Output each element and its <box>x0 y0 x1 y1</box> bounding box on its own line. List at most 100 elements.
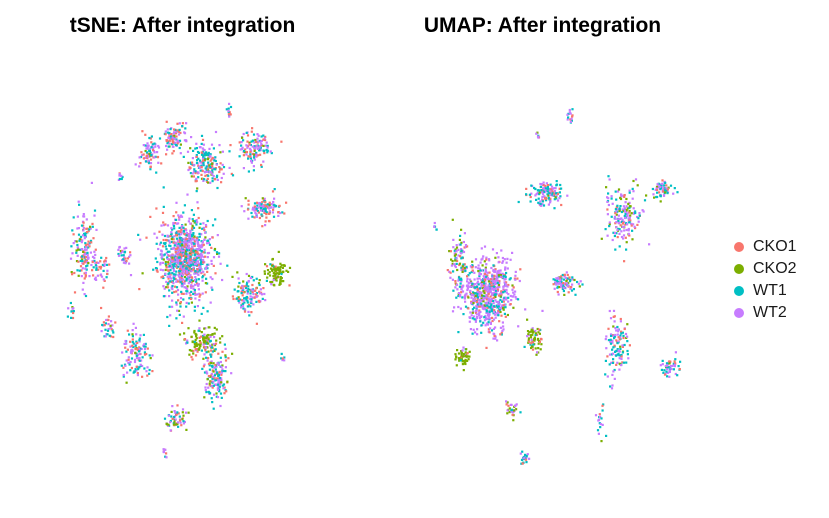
point-wt2 <box>464 244 468 247</box>
point-wt2 <box>485 293 488 297</box>
point-wt2 <box>616 333 619 336</box>
point-wt2 <box>570 117 573 120</box>
point-cko2 <box>481 287 484 290</box>
point-cko1 <box>191 161 194 164</box>
point-cko2 <box>450 258 453 261</box>
point-wt2 <box>191 246 194 249</box>
point-wt1 <box>524 453 527 456</box>
point-cko1 <box>100 306 103 310</box>
point-wt2 <box>454 265 457 269</box>
point-wt2 <box>283 359 286 362</box>
point-cko1 <box>266 206 269 209</box>
point-wt2 <box>187 256 190 259</box>
point-wt1 <box>537 201 540 204</box>
point-wt2 <box>501 304 504 307</box>
point-wt2 <box>207 263 210 266</box>
point-wt2 <box>77 200 80 203</box>
point-wt2 <box>271 211 274 214</box>
point-cko1 <box>483 272 486 275</box>
point-wt1 <box>209 353 212 356</box>
point-wt2 <box>82 281 85 284</box>
point-cko2 <box>190 335 193 338</box>
point-wt2 <box>180 267 183 270</box>
point-cko1 <box>190 281 193 284</box>
point-wt1 <box>503 312 506 315</box>
point-wt1 <box>473 286 476 289</box>
point-cko1 <box>242 291 245 294</box>
point-cko2 <box>271 257 274 261</box>
point-cko1 <box>141 130 144 133</box>
point-wt1 <box>554 192 558 195</box>
point-wt2 <box>616 361 619 364</box>
point-wt2 <box>202 157 205 160</box>
point-wt2 <box>197 254 200 257</box>
point-wt2 <box>219 383 222 386</box>
point-wt2 <box>579 280 582 283</box>
point-cko2 <box>471 311 474 314</box>
point-wt2 <box>207 163 210 166</box>
point-wt2 <box>179 266 182 269</box>
point-wt1 <box>253 145 256 148</box>
point-wt2 <box>162 285 165 288</box>
point-cko2 <box>466 359 469 362</box>
point-wt2 <box>107 323 110 326</box>
point-wt1 <box>205 179 208 182</box>
point-wt2 <box>179 264 182 267</box>
point-wt1 <box>144 342 147 345</box>
point-wt1 <box>100 256 103 259</box>
point-wt1 <box>71 229 74 232</box>
point-wt2 <box>625 210 628 213</box>
point-cko1 <box>80 269 83 272</box>
point-wt1 <box>243 297 246 300</box>
point-wt2 <box>264 224 267 227</box>
point-cko1 <box>175 290 178 293</box>
point-wt1 <box>167 140 170 143</box>
point-wt1 <box>80 255 84 258</box>
point-cko1 <box>142 153 145 156</box>
point-wt2 <box>181 240 184 243</box>
point-wt2 <box>491 276 494 279</box>
point-wt2 <box>479 273 483 276</box>
point-wt1 <box>622 334 625 337</box>
point-cko1 <box>195 236 198 240</box>
point-wt2 <box>472 284 475 287</box>
point-wt2 <box>468 281 471 284</box>
point-wt2 <box>477 301 480 304</box>
point-wt2 <box>484 303 487 306</box>
point-wt2 <box>185 139 188 142</box>
point-wt2 <box>168 241 171 244</box>
point-wt2 <box>497 261 500 264</box>
point-wt2 <box>460 252 463 255</box>
point-wt2 <box>492 327 495 330</box>
point-wt1 <box>613 234 616 238</box>
point-wt2 <box>121 250 124 253</box>
point-wt1 <box>122 254 125 257</box>
cluster-10 <box>231 271 267 325</box>
point-cko1 <box>138 346 141 349</box>
point-wt1 <box>611 348 614 351</box>
point-wt1 <box>478 274 481 277</box>
point-wt2 <box>160 253 163 256</box>
point-wt2 <box>496 312 499 315</box>
point-wt1 <box>534 187 537 191</box>
point-cko1 <box>168 135 171 138</box>
point-cko1 <box>254 289 257 292</box>
point-wt2 <box>449 276 452 279</box>
point-wt2 <box>666 364 669 367</box>
point-cko1 <box>456 259 459 262</box>
cluster-5 <box>552 271 584 296</box>
point-wt2 <box>224 366 227 369</box>
point-wt2 <box>147 155 150 158</box>
point-wt1 <box>166 256 169 259</box>
point-cko2 <box>193 235 196 238</box>
point-wt2 <box>512 295 515 298</box>
point-cko2 <box>460 354 463 357</box>
point-wt1 <box>552 194 555 197</box>
point-cko2 <box>483 295 486 298</box>
point-wt2 <box>568 111 571 114</box>
point-wt2 <box>195 272 199 275</box>
point-wt2 <box>505 261 508 264</box>
point-wt1 <box>202 275 205 278</box>
point-cko1 <box>656 188 659 191</box>
point-cko1 <box>196 252 200 255</box>
